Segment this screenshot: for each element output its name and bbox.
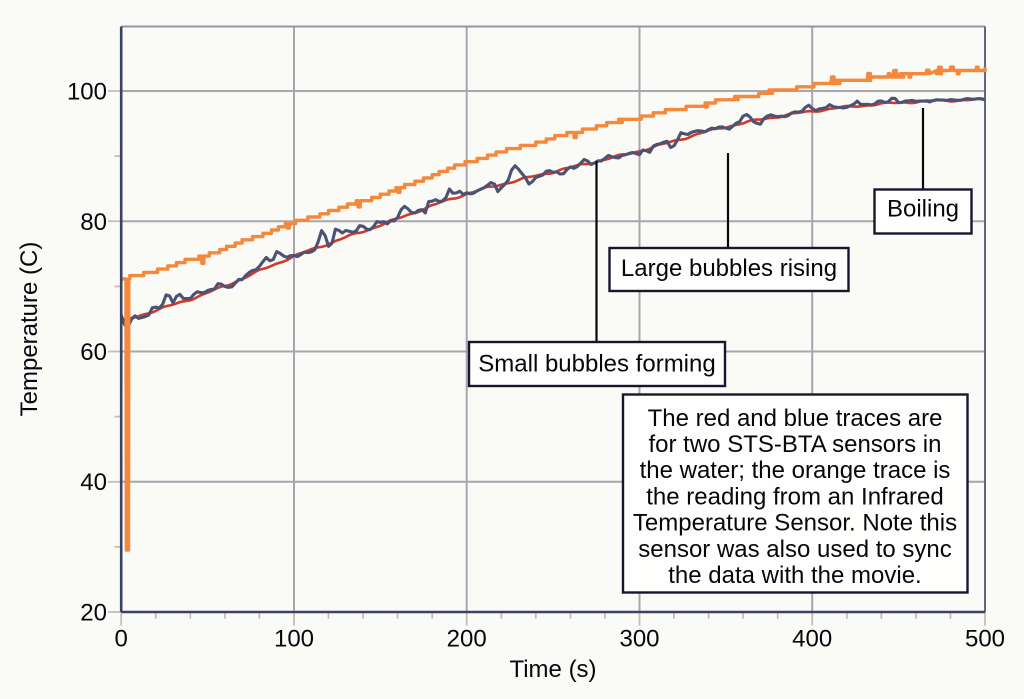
- svg-text:20: 20: [80, 600, 107, 627]
- svg-text:200: 200: [447, 626, 487, 653]
- svg-text:0: 0: [115, 626, 128, 653]
- svg-text:the reading from an Infrared: the reading from an Infrared: [646, 483, 944, 510]
- svg-text:Temperature Sensor. Note this: Temperature Sensor. Note this: [633, 510, 957, 537]
- svg-text:60: 60: [80, 339, 107, 366]
- svg-text:Boiling: Boiling: [887, 196, 959, 223]
- svg-text:400: 400: [792, 626, 832, 653]
- svg-text:500: 500: [965, 626, 1005, 653]
- svg-text:Temperature (C): Temperature (C): [16, 242, 43, 417]
- svg-text:100: 100: [67, 79, 107, 106]
- svg-text:Small bubbles forming: Small bubbles forming: [478, 351, 715, 378]
- svg-text:80: 80: [80, 209, 107, 236]
- svg-text:300: 300: [619, 626, 659, 653]
- svg-text:The red and blue traces are: The red and blue traces are: [648, 405, 943, 432]
- svg-text:Time (s): Time (s): [509, 656, 596, 683]
- svg-text:100: 100: [274, 626, 314, 653]
- svg-text:Large bubbles rising: Large bubbles rising: [621, 255, 837, 282]
- svg-text:the water; the orange trace is: the water; the orange trace is: [640, 457, 951, 484]
- svg-text:the data with the movie.: the data with the movie.: [668, 562, 921, 589]
- svg-text:sensor was also used to sync: sensor was also used to sync: [638, 536, 952, 563]
- svg-text:for two STS-BTA sensors in: for two STS-BTA sensors in: [649, 431, 942, 458]
- svg-text:40: 40: [80, 469, 107, 496]
